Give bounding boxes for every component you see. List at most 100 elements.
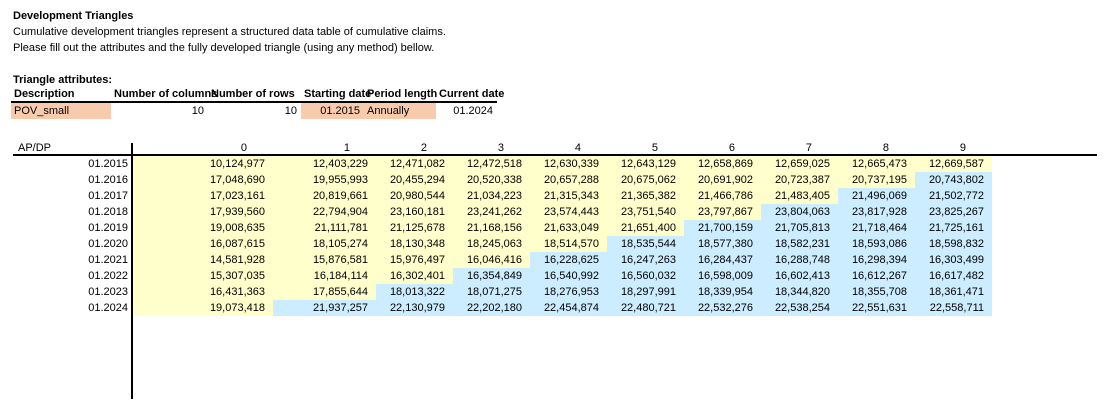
projected-cell[interactable]: 22,558,711: [915, 300, 992, 316]
projected-cell[interactable]: 18,593,086: [838, 236, 915, 252]
observed-cell[interactable]: 16,302,401: [376, 268, 453, 284]
projected-cell[interactable]: 20,743,802: [915, 172, 992, 188]
projected-cell[interactable]: 21,725,161: [915, 220, 992, 236]
projected-cell[interactable]: 21,937,257: [273, 300, 376, 316]
observed-cell[interactable]: 20,691,902: [684, 172, 761, 188]
observed-cell[interactable]: 23,751,540: [607, 204, 684, 220]
observed-cell[interactable]: 16,046,416: [453, 252, 530, 268]
observed-cell[interactable]: 14,581,928: [131, 252, 273, 268]
observed-cell[interactable]: 22,794,904: [273, 204, 376, 220]
observed-cell[interactable]: 19,008,635: [131, 220, 273, 236]
projected-cell[interactable]: 18,013,322: [376, 284, 453, 300]
observed-cell[interactable]: 21,483,405: [761, 188, 838, 204]
observed-cell[interactable]: 12,630,339: [530, 156, 607, 172]
observed-cell[interactable]: 23,241,262: [453, 204, 530, 220]
observed-cell[interactable]: 17,855,644: [273, 284, 376, 300]
observed-cell[interactable]: 12,658,869: [684, 156, 761, 172]
projected-cell[interactable]: 18,598,832: [915, 236, 992, 252]
projected-cell[interactable]: 21,705,813: [761, 220, 838, 236]
observed-cell[interactable]: 21,034,223: [453, 188, 530, 204]
projected-cell[interactable]: 22,202,180: [453, 300, 530, 316]
projected-cell[interactable]: 16,598,009: [684, 268, 761, 284]
observed-cell[interactable]: 23,797,867: [684, 204, 761, 220]
observed-cell[interactable]: 21,651,400: [607, 220, 684, 236]
projected-cell[interactable]: 18,355,708: [838, 284, 915, 300]
triangle-column-header-9[interactable]: 9: [959, 142, 966, 154]
projected-cell[interactable]: 22,130,979: [376, 300, 453, 316]
observed-cell[interactable]: 12,665,473: [838, 156, 915, 172]
row-label[interactable]: 01.2017: [88, 190, 128, 202]
projected-cell[interactable]: 21,700,159: [684, 220, 761, 236]
observed-cell[interactable]: 15,307,035: [131, 268, 273, 284]
projected-cell[interactable]: 18,276,953: [530, 284, 607, 300]
observed-cell[interactable]: 20,675,062: [607, 172, 684, 188]
observed-cell[interactable]: 12,659,025: [761, 156, 838, 172]
row-label[interactable]: 01.2016: [88, 174, 128, 186]
current-date-cell[interactable]: 01.2024: [453, 105, 493, 117]
observed-cell[interactable]: 20,455,294: [376, 172, 453, 188]
observed-cell[interactable]: 15,976,497: [376, 252, 453, 268]
observed-cell[interactable]: 16,087,615: [131, 236, 273, 252]
observed-cell[interactable]: 18,514,570: [530, 236, 607, 252]
observed-cell[interactable]: 21,633,049: [530, 220, 607, 236]
observed-cell[interactable]: 12,472,518: [453, 156, 530, 172]
observed-cell[interactable]: 21,315,343: [530, 188, 607, 204]
projected-cell[interactable]: 16,284,437: [684, 252, 761, 268]
projected-cell[interactable]: 23,804,063: [761, 204, 838, 220]
projected-cell[interactable]: 16,298,394: [838, 252, 915, 268]
projected-cell[interactable]: 16,228,625: [530, 252, 607, 268]
projected-cell[interactable]: 18,339,954: [684, 284, 761, 300]
observed-cell[interactable]: 18,245,063: [453, 236, 530, 252]
row-label[interactable]: 01.2023: [88, 286, 128, 298]
observed-cell[interactable]: 12,471,082: [376, 156, 453, 172]
row-label[interactable]: 01.2015: [88, 158, 128, 170]
observed-cell[interactable]: 12,669,587: [915, 156, 992, 172]
observed-cell[interactable]: 15,876,581: [273, 252, 376, 268]
triangle-column-header-6[interactable]: 6: [728, 142, 735, 154]
observed-cell[interactable]: 19,073,418: [131, 300, 273, 316]
triangle-column-header-1[interactable]: 1: [343, 142, 350, 154]
projected-cell[interactable]: 22,480,721: [607, 300, 684, 316]
projected-cell[interactable]: 16,540,992: [530, 268, 607, 284]
observed-cell[interactable]: 17,048,690: [131, 172, 273, 188]
observed-cell[interactable]: 20,819,661: [273, 188, 376, 204]
observed-cell[interactable]: 20,723,387: [761, 172, 838, 188]
projected-cell[interactable]: 16,560,032: [607, 268, 684, 284]
observed-cell[interactable]: 12,643,129: [607, 156, 684, 172]
projected-cell[interactable]: 18,577,380: [684, 236, 761, 252]
projected-cell[interactable]: 22,454,874: [530, 300, 607, 316]
triangle-column-header-8[interactable]: 8: [882, 142, 889, 154]
observed-cell[interactable]: 21,125,678: [376, 220, 453, 236]
projected-cell[interactable]: 16,617,482: [915, 268, 992, 284]
num-columns-cell[interactable]: 10: [191, 105, 204, 117]
num-rows-cell[interactable]: 10: [284, 105, 297, 117]
triangle-column-header-5[interactable]: 5: [651, 142, 658, 154]
projected-cell[interactable]: 18,535,544: [607, 236, 684, 252]
observed-cell[interactable]: 18,105,274: [273, 236, 376, 252]
observed-cell[interactable]: 18,130,348: [376, 236, 453, 252]
row-label[interactable]: 01.2021: [88, 254, 128, 266]
observed-cell[interactable]: 20,520,338: [453, 172, 530, 188]
projected-cell[interactable]: 18,344,820: [761, 284, 838, 300]
observed-cell[interactable]: 17,939,560: [131, 204, 273, 220]
projected-cell[interactable]: 16,247,263: [607, 252, 684, 268]
projected-cell[interactable]: 16,602,413: [761, 268, 838, 284]
observed-cell[interactable]: 17,023,161: [131, 188, 273, 204]
period-length-cell[interactable]: Annually: [364, 103, 436, 119]
triangle-column-header-3[interactable]: 3: [497, 142, 504, 154]
observed-cell[interactable]: 23,160,181: [376, 204, 453, 220]
row-label[interactable]: 01.2019: [88, 222, 128, 234]
row-label[interactable]: 01.2018: [88, 206, 128, 218]
projected-cell[interactable]: 18,361,471: [915, 284, 992, 300]
projected-cell[interactable]: 18,582,231: [761, 236, 838, 252]
projected-cell[interactable]: 18,071,275: [453, 284, 530, 300]
description-cell[interactable]: POV_small: [11, 103, 111, 119]
starting-date-cell[interactable]: 01.2015: [301, 103, 364, 119]
observed-cell[interactable]: 21,365,382: [607, 188, 684, 204]
triangle-column-header-7[interactable]: 7: [805, 142, 812, 154]
observed-cell[interactable]: 10,124,977: [131, 156, 273, 172]
projected-cell[interactable]: 16,354,849: [453, 268, 530, 284]
projected-cell[interactable]: 21,718,464: [838, 220, 915, 236]
projected-cell[interactable]: 21,496,069: [838, 188, 915, 204]
projected-cell[interactable]: 23,817,928: [838, 204, 915, 220]
